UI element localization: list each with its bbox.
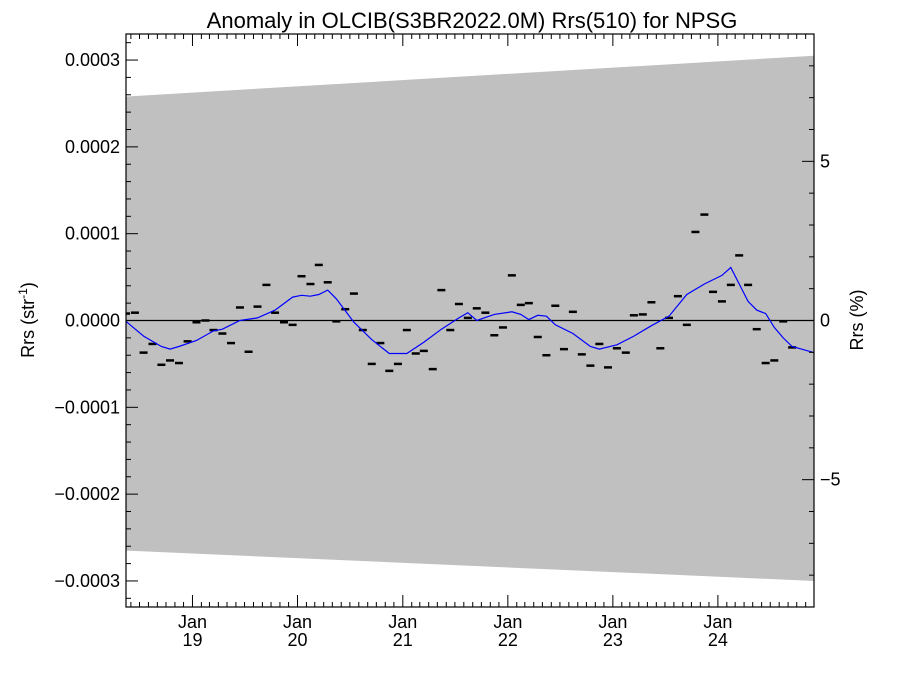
x-tick-label-month: Jan: [703, 612, 732, 632]
x-tick-label-year: 20: [287, 630, 307, 650]
y-right-tick-label: −5: [820, 470, 841, 490]
y-left-tick-label: 0.0001: [65, 224, 120, 244]
x-tick-label-year: 22: [498, 630, 518, 650]
y-axis-left-title-close: ): [18, 282, 38, 288]
y-left-tick-label: 0.0000: [65, 311, 120, 331]
x-tick-label-year: 24: [708, 630, 728, 650]
y-left-tick-label: 0.0003: [65, 50, 120, 70]
smoothed-anomaly-line: [126, 266, 814, 355]
y-left-tick-label: −0.0002: [54, 484, 120, 504]
y-right-tick-label: 5: [820, 151, 830, 171]
y-right-tick-label: 0: [820, 311, 830, 331]
x-tick-label-month: Jan: [598, 612, 627, 632]
y-left-tick-label: 0.0002: [65, 137, 120, 157]
y-axis-right-title: Rrs (%): [847, 290, 867, 351]
axes: 0.0003 0.0002 0.0001 0.0000 −0.0001 −0.0002 −0…: [54, 33, 841, 650]
y-axis-left-title-sup: -1: [16, 288, 30, 299]
x-tick-label-month: Jan: [178, 612, 207, 632]
y-left-tick-label: −0.0001: [54, 397, 120, 417]
x-tick-label-year: 23: [603, 630, 623, 650]
y-left-tick-label: −0.0003: [54, 571, 120, 591]
y-axis-left-title: Rrs (str-1): [16, 282, 38, 358]
x-tick-label-year: 21: [393, 630, 413, 650]
chart-title: Anomaly in OLCIB(S3BR2022.0M) Rrs(510) f…: [207, 8, 738, 33]
y-axis-left-title-text: Rrs (str: [18, 299, 38, 358]
x-tick-label-month: Jan: [493, 612, 522, 632]
plot-area: [126, 55, 814, 581]
x-tick-label-month: Jan: [283, 612, 312, 632]
x-tick-label-month: Jan: [388, 612, 417, 632]
x-tick-label-year: 19: [182, 630, 202, 650]
